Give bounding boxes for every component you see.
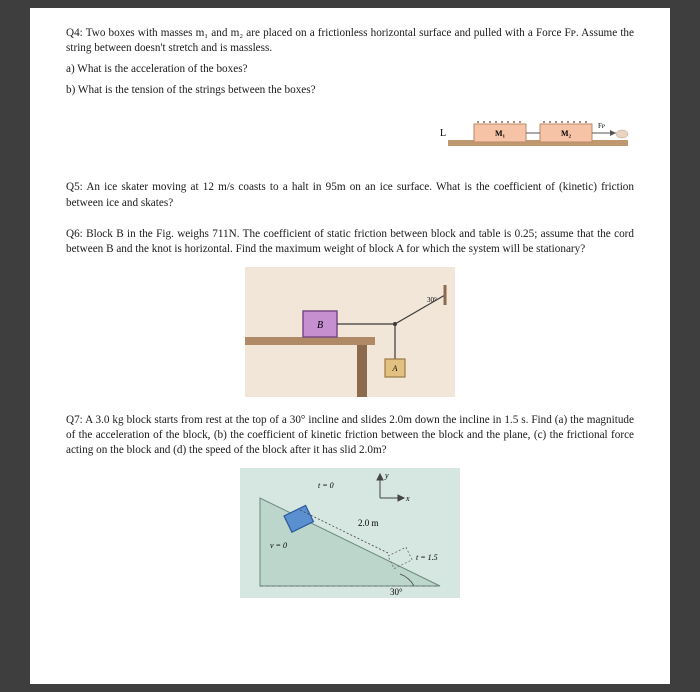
t1-label: t = 1.5 xyxy=(416,553,438,562)
pull-arrow-icon xyxy=(610,130,616,136)
q4-a: a) What is the acceleration of the boxes… xyxy=(66,62,634,77)
q4-figure: M₁ L M₂ Fᴘ xyxy=(434,104,634,152)
q7-figure-wrap: y x 2.0 m t = 0 v = 0 t = 1.5 30° xyxy=(66,468,634,598)
t0-label: t = 0 xyxy=(318,481,334,490)
hand-icon xyxy=(616,130,628,138)
table-top xyxy=(245,337,375,345)
q4-b: b) What is the tension of the strings be… xyxy=(66,83,634,98)
q4-text: Q4: Two boxes with masses m₁ and m₂ are … xyxy=(66,26,634,56)
q4-block: Q4: Two boxes with masses m₁ and m₂ are … xyxy=(66,26,634,152)
y-label: y xyxy=(384,471,389,480)
block-a-label: A xyxy=(392,364,398,373)
box1-dots xyxy=(477,121,521,123)
q7-figure: y x 2.0 m t = 0 v = 0 t = 1.5 30° xyxy=(240,468,460,598)
q6-bg xyxy=(245,267,455,397)
wall-label: L xyxy=(440,128,446,139)
v0-label: v = 0 xyxy=(270,541,287,550)
page: Q4: Two boxes with masses m₁ and m₂ are … xyxy=(30,8,670,684)
q6-figure-wrap: B 30° A xyxy=(66,267,634,397)
q5-text: Q5: An ice skater moving at 12 m/s coast… xyxy=(66,180,634,210)
box1-label: M₁ xyxy=(495,129,506,138)
q6-figure: B 30° A xyxy=(245,267,455,397)
q7-block: Q7: A 3.0 kg block starts from rest at t… xyxy=(66,413,634,598)
box2-label: M₂ xyxy=(561,129,572,138)
q7-text: Q7: A 3.0 kg block starts from rest at t… xyxy=(66,413,634,458)
angle-label: 30° xyxy=(390,587,403,597)
dist-label: 2.0 m xyxy=(358,518,379,528)
fp-label: Fᴘ xyxy=(598,122,605,130)
angle-label: 30° xyxy=(427,296,437,304)
box2-dots xyxy=(543,121,587,123)
q6-text: Q6: Block B in the Fig. weighs 711N. The… xyxy=(66,227,634,257)
x-label: x xyxy=(405,494,410,503)
q5-block: Q5: An ice skater moving at 12 m/s coast… xyxy=(66,180,634,210)
q6-block: Q6: Block B in the Fig. weighs 711N. The… xyxy=(66,227,634,397)
q4-figure-wrap: M₁ L M₂ Fᴘ xyxy=(66,104,634,152)
block-b-label: B xyxy=(317,320,323,331)
table-leg xyxy=(357,345,367,397)
